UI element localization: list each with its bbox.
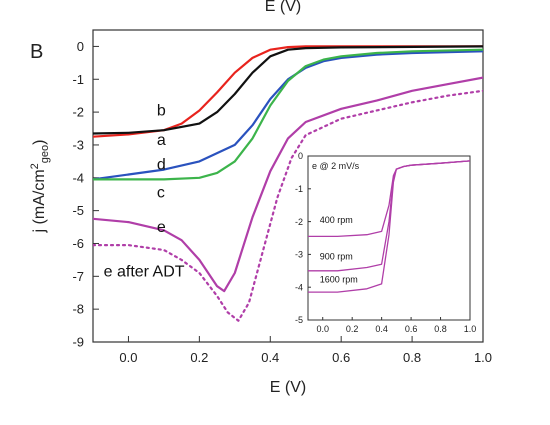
main-series-e — [93, 76, 483, 293]
inset-title: e @ 2 mV/s — [312, 161, 360, 171]
inset-x-tick-label: 0.2 — [346, 324, 359, 334]
y-axis-title-close: ) — [31, 140, 48, 145]
inset-annotation: 400 rpm — [320, 215, 353, 225]
main-x-tick-label: 0.2 — [190, 350, 208, 365]
inset-x-tick-label: 0.6 — [405, 324, 418, 334]
main-y-tick-label: -6 — [72, 236, 84, 251]
main-x-tick-label: 1.0 — [474, 350, 492, 365]
main-y-tick-label: -7 — [72, 269, 84, 284]
main-series-e-after-adt — [93, 89, 483, 322]
main-y-tick-label: -3 — [72, 137, 84, 152]
main-y-tick-label: -4 — [72, 170, 84, 185]
y-axis-title: j (mA/cm2geo) — [29, 140, 51, 234]
main-y-tick-label: 0 — [77, 39, 84, 54]
main-series-a — [93, 45, 483, 135]
inset-x-tick-label: 0.8 — [434, 324, 447, 334]
main-annotation: e after ADT — [104, 263, 185, 280]
inset-y-tick-label: -1 — [295, 184, 303, 194]
inset-annotation: 1600 rpm — [320, 274, 358, 284]
panel-label: B — [30, 41, 43, 63]
x-axis-title: E (V) — [270, 379, 306, 396]
main-series-d — [93, 50, 483, 181]
main-y-tick-label: -1 — [72, 72, 84, 87]
top-axis-label: E (V) — [265, 0, 301, 15]
inset-series-1600-rpm — [308, 160, 470, 293]
main-y-tick-label: -9 — [72, 335, 84, 350]
inset-y-tick-label: -2 — [295, 217, 303, 227]
inset-y-tick-label: 0 — [298, 151, 303, 161]
main-y-tick-label: -2 — [72, 105, 84, 120]
inset-axes: 0.0 0.2 0.4 0.6 0.8 1.0 0 -1 -2 -3 -4 -5 400 rpm 900 … — [295, 151, 476, 334]
main-annotation: b — [157, 102, 166, 119]
inset-annotation: 900 rpm — [320, 251, 353, 261]
inset-x-tick-label: 0.0 — [316, 324, 329, 334]
main-x-tick-label: 0.0 — [119, 350, 137, 365]
main-x-tick-label: 0.6 — [332, 350, 350, 365]
main-y-tick-label: -8 — [72, 302, 84, 317]
main-x-tick-label: 0.8 — [403, 350, 421, 365]
inset-y-tick-label: -5 — [295, 315, 303, 325]
y-axis-title-superscript: 2 — [29, 163, 41, 169]
y-axis-title-subscript: geo — [39, 145, 51, 163]
inset-y-tick-label: -3 — [295, 250, 303, 260]
y-axis-title-main: j (mA/cm — [31, 169, 48, 233]
main-series-c — [93, 48, 483, 181]
main-annotation: e — [157, 219, 166, 236]
main-x-tick-label: 0.4 — [261, 350, 279, 365]
main-annotation: c — [157, 184, 165, 201]
inset-x-tick-label: 1.0 — [464, 324, 477, 334]
inset-x-tick-label: 0.4 — [375, 324, 388, 334]
main-annotation: a — [157, 132, 166, 149]
main-y-tick-label: -5 — [72, 203, 84, 218]
main-annotation: d — [157, 157, 166, 174]
inset-y-tick-label: -4 — [295, 282, 303, 292]
